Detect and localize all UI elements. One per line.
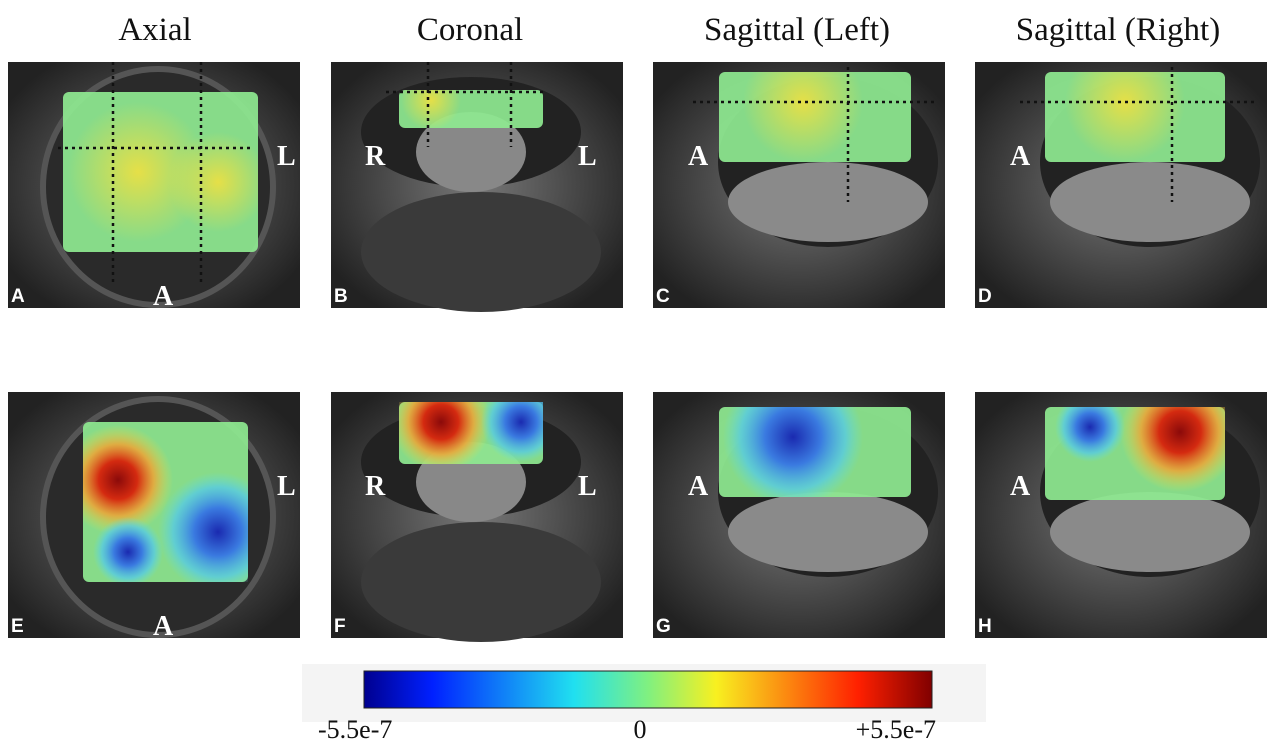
panel-letter: A [11,286,25,307]
orientation-label: A [153,611,174,642]
column-title: Coronal [417,12,523,48]
panel-letter: D [978,286,992,307]
panel-letter: B [334,286,348,307]
activation [391,372,561,472]
activation [743,42,863,162]
panel-letter: E [11,616,24,637]
panel: AC [653,42,945,308]
activation-blob [93,517,163,587]
activation [723,367,863,507]
column-title: Sagittal (Left) [704,12,890,48]
cerebellum [728,492,928,572]
panel: R L B [331,62,623,312]
panel: L A A [8,62,300,312]
panel: AD [975,42,1267,308]
column-title: Sagittal (Right) [1016,12,1220,48]
orientation-label: L [578,141,597,172]
colorbar-label: +5.5e-7 [856,715,936,744]
orientation-label: R [365,141,386,172]
panel-letter: F [334,616,346,637]
colorbar [364,671,932,708]
panel: L A E [8,392,300,642]
panel-letter: C [656,286,670,307]
orientation-label: R [365,471,386,502]
figure: Axial Coronal Sagittal (Left) Sagittal (Rig… [0,0,1269,744]
neck [361,192,601,312]
orientation-label: A [1010,471,1031,502]
colorbar-label: 0 [634,715,647,744]
orientation-label: L [578,471,597,502]
panel-letter: H [978,616,992,637]
orientation-label: A [153,281,174,312]
cerebellum [1050,492,1250,572]
neck [361,522,601,642]
activation-blob [1120,372,1240,492]
column-title: Axial [118,12,191,48]
panel: AG [653,367,945,638]
panel: AH [975,372,1267,638]
activation-blob [391,372,491,472]
cerebellum [728,162,928,242]
activation-blob [723,367,863,507]
panel: R L F [331,372,623,642]
orientation-label: L [277,471,296,502]
cerebellum [1050,162,1250,242]
activation-blob [168,132,268,232]
colorbar-label: -5.5e-7 [318,715,392,744]
activation-blob [743,42,863,162]
orientation-label: A [1010,141,1031,172]
panel-letter: G [656,616,671,637]
orientation-label: A [688,141,709,172]
orientation-label: L [277,141,296,172]
orientation-label: A [688,471,709,502]
